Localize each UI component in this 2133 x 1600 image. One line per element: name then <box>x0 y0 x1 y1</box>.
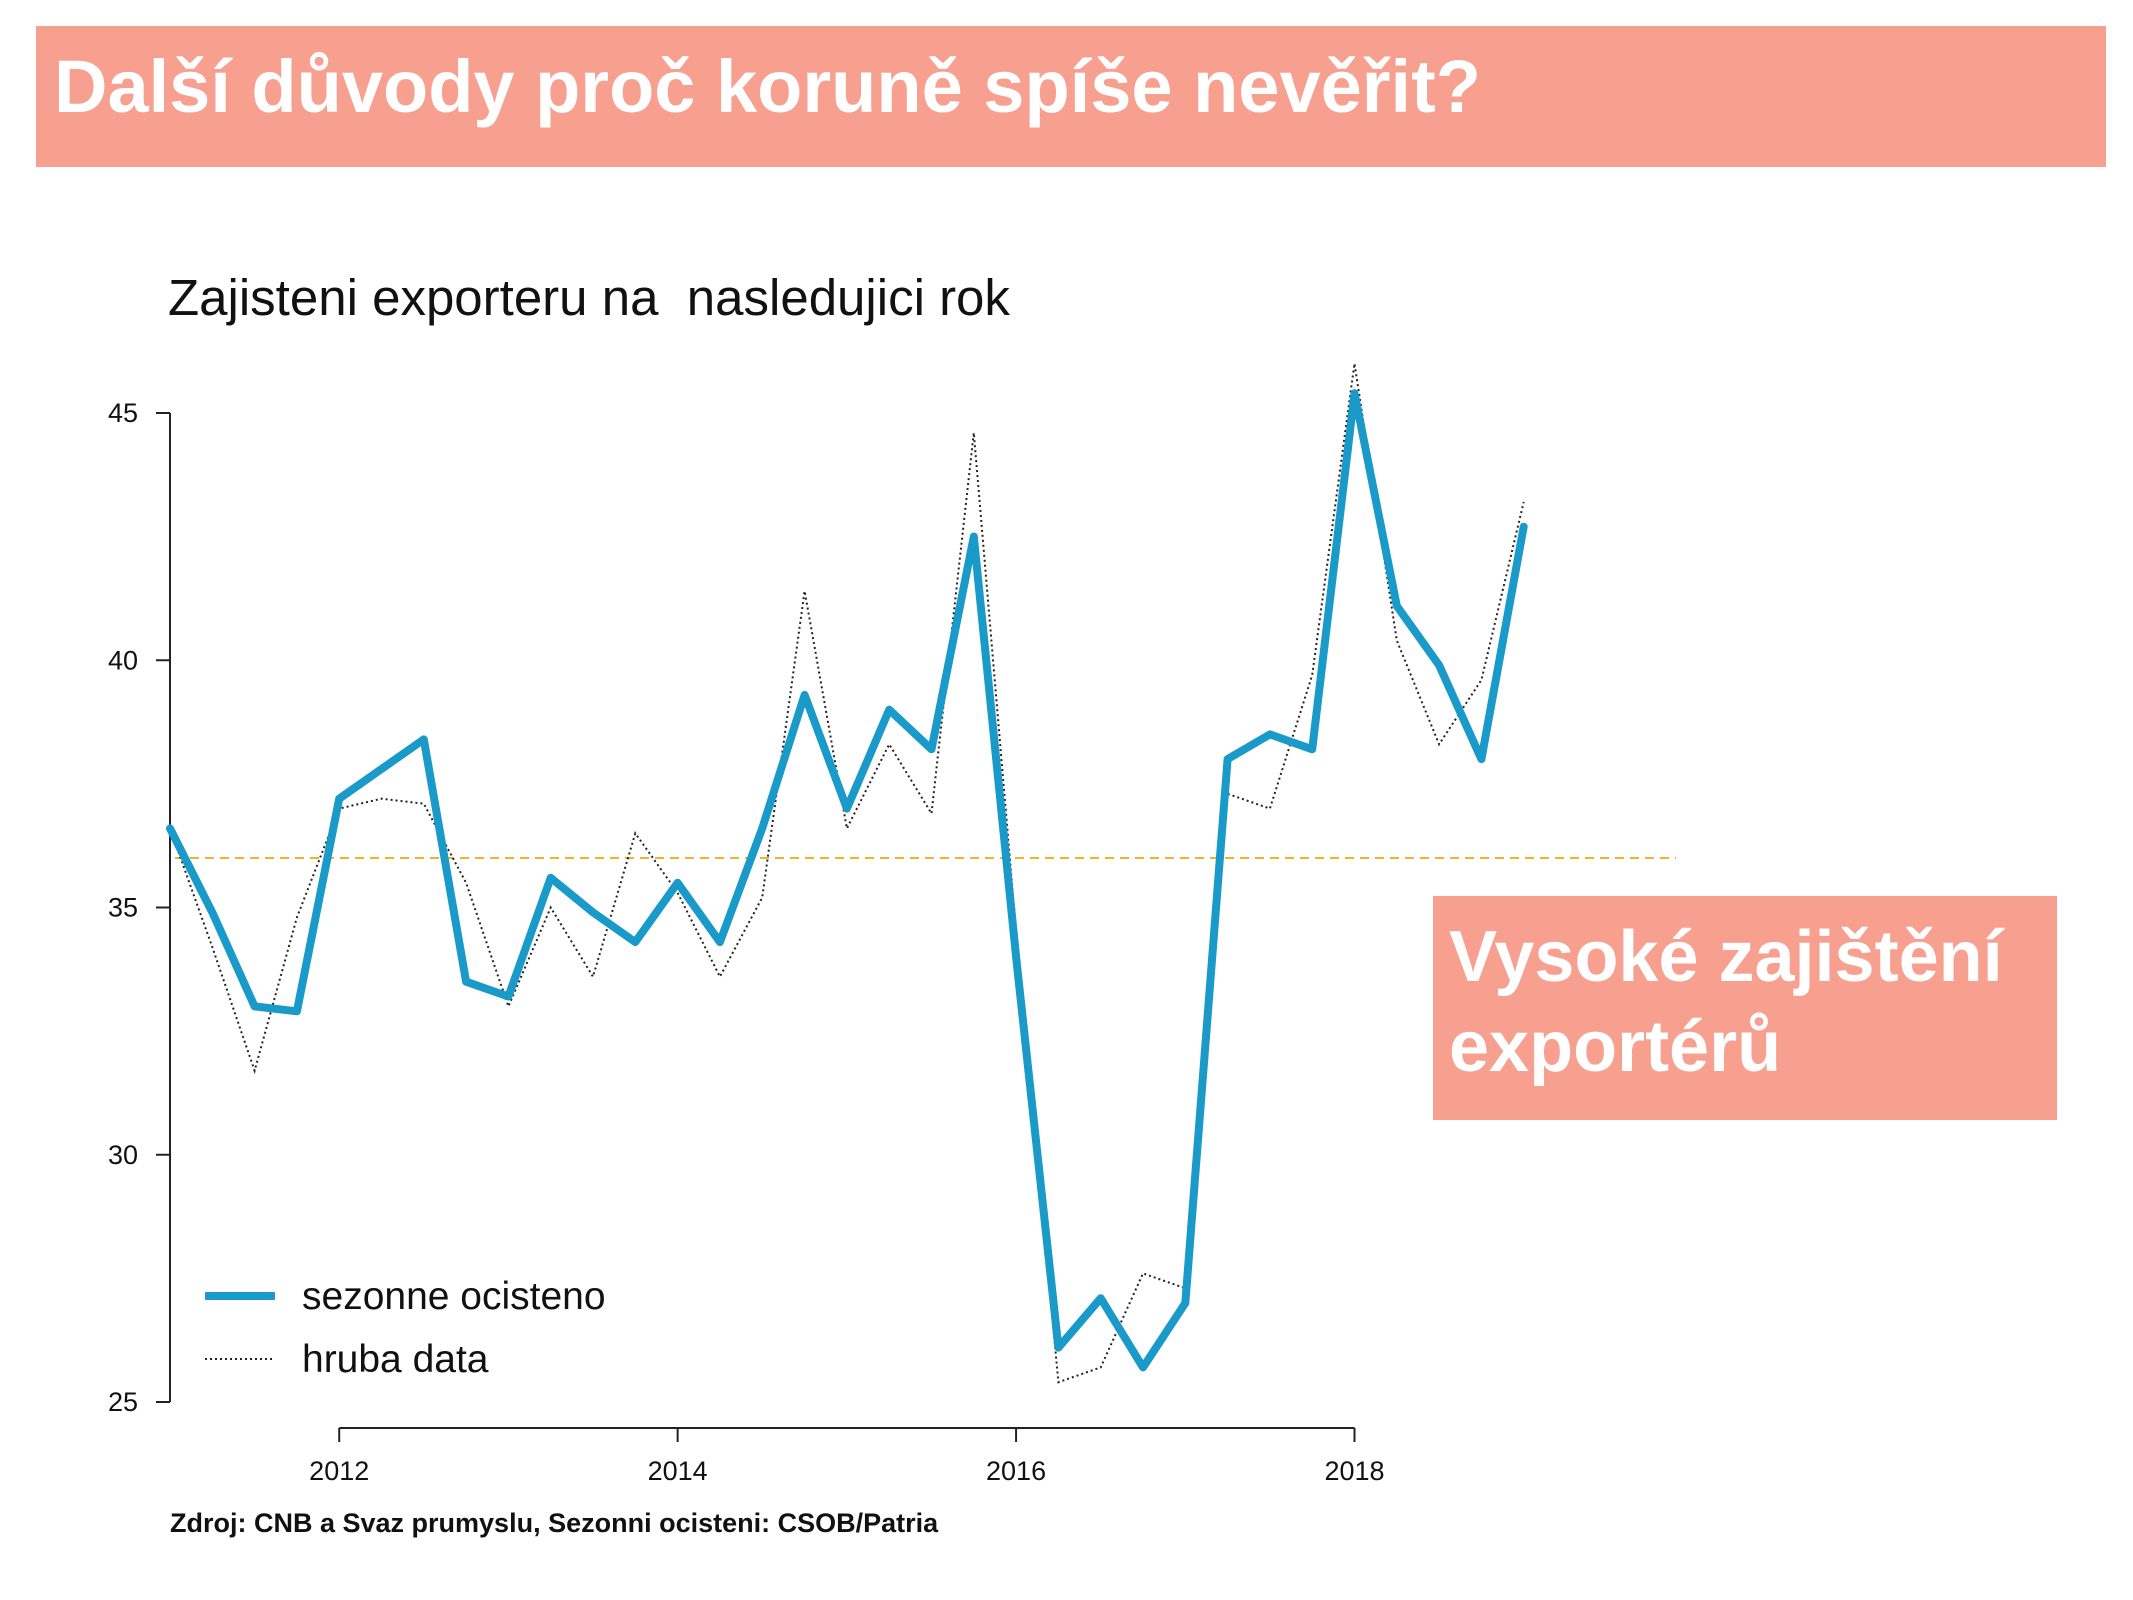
y-tick-label: 25 <box>108 1387 138 1417</box>
title-banner: Další důvody proč koruně spíše nevěřit? <box>36 26 2106 167</box>
x-tick-label: 2014 <box>648 1456 708 1486</box>
legend-label-hruba-data: hruba data <box>302 1338 489 1381</box>
y-tick-label: 40 <box>108 645 138 675</box>
series-line-hruba-data <box>169 363 1525 1384</box>
y-tick-label: 45 <box>108 398 138 428</box>
series-group <box>166 363 1528 1384</box>
y-tick-label: 30 <box>108 1140 138 1170</box>
page-title: Další důvody proč koruně spíše nevěřit? <box>54 45 1481 128</box>
callout-box: Vysoké zajištění exportérů <box>1433 896 2057 1120</box>
y-tick-label: 35 <box>108 893 138 923</box>
source-note: Zdroj: CNB a Svaz prumyslu, Sezonni ocis… <box>170 1508 939 1538</box>
series-line-sezonne-ocisteno <box>166 389 1528 1372</box>
x-tick-label: 2016 <box>986 1456 1046 1486</box>
chart-legend: sezonne ocisteno hruba data <box>205 1275 606 1381</box>
callout-text: Vysoké zajištění exportérů <box>1449 912 2047 1092</box>
x-tick-label: 2012 <box>309 1456 369 1486</box>
x-tick-label: 2018 <box>1324 1456 1384 1486</box>
callout-line-2: exportérů <box>1449 1007 1782 1087</box>
chart-title: Zajisteni exporteru na nasledujici rok <box>168 269 1010 326</box>
callout-line-1: Vysoké zajištění <box>1449 917 2003 997</box>
chart-axes: 25 30 35 40 45 2012 2014 2016 2018 <box>108 398 1385 1486</box>
legend-label-sezonne-ocisteno: sezonne ocisteno <box>302 1275 606 1318</box>
